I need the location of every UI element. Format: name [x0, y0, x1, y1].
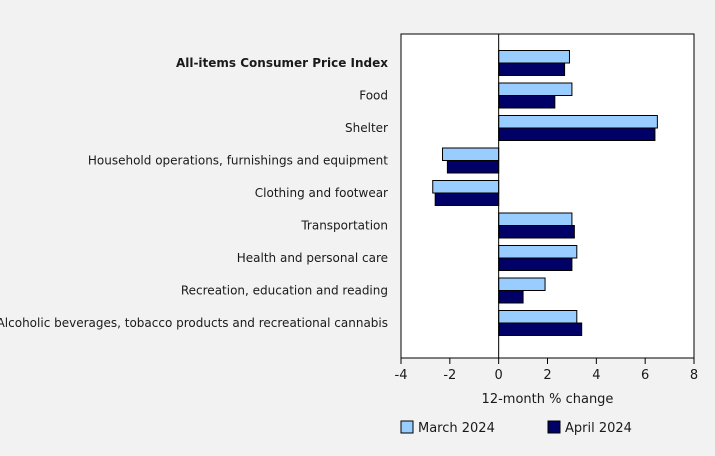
x-tick-label: -2	[443, 368, 456, 383]
x-tick-label: -4	[395, 368, 408, 383]
bar-march-2024-clothing-and-footwear	[432, 180, 500, 194]
x-tick-label: 6	[641, 368, 649, 383]
category-label: Health and personal care	[237, 251, 388, 265]
legend-label-april-2024: April 2024	[565, 421, 632, 436]
x-tick-label: 4	[592, 368, 600, 383]
bar-april-2024-clothing-and-footwear	[434, 192, 500, 206]
bar-march-2024-household-operations-furnishings-and-equipment	[442, 147, 500, 161]
x-tick-label: 2	[543, 368, 551, 383]
category-label: Food	[359, 89, 388, 103]
bar-april-2024-all-items-consumer-price-index	[498, 62, 566, 76]
bars-group	[432, 50, 658, 336]
x-tick-label: 0	[495, 368, 503, 383]
category-label: Clothing and footwear	[255, 186, 388, 200]
legend-label-march-2024: March 2024	[418, 421, 495, 436]
category-label: Shelter	[345, 121, 388, 135]
category-label: Household operations, furnishings and eq…	[88, 154, 388, 168]
bar-april-2024-recreation-education-and-reading	[498, 290, 524, 304]
bar-march-2024-recreation-education-and-reading	[498, 277, 546, 291]
bar-march-2024-shelter	[498, 115, 658, 129]
x-tick-label: 8	[690, 368, 698, 383]
legend-swatch-march-2024	[400, 420, 414, 434]
legend: March 2024 April 2024	[400, 420, 632, 436]
x-axis-title: 12-month % change	[482, 392, 614, 407]
category-label: Alcoholic beverages, tobacco products an…	[0, 316, 388, 330]
category-label: All-items Consumer Price Index	[176, 56, 388, 70]
bar-march-2024-health-and-personal-care	[498, 245, 578, 259]
bar-april-2024-transportation	[498, 225, 575, 239]
category-labels: All-items Consumer Price Index Food Shelte…	[0, 56, 388, 330]
bar-april-2024-household-operations-furnishings-and-equipment	[446, 160, 500, 174]
bar-march-2024-alcoholic-beverages-tobacco-products-and-recreational-cannabis	[498, 310, 578, 324]
bar-april-2024-alcoholic-beverages-tobacco-products-and-recreational-cannabis	[498, 322, 583, 336]
x-axis-ticks: -4 -2 0 2 4 6 8	[395, 358, 698, 383]
bar-march-2024-transportation	[498, 212, 573, 226]
legend-swatch-april-2024	[547, 420, 561, 434]
bar-april-2024-shelter	[498, 127, 656, 141]
bar-april-2024-health-and-personal-care	[498, 257, 573, 271]
category-label: Transportation	[300, 219, 388, 233]
bar-march-2024-all-items-consumer-price-index	[498, 50, 570, 64]
bar-april-2024-food	[498, 95, 556, 109]
bar-march-2024-food	[498, 82, 573, 96]
category-label: Recreation, education and reading	[181, 284, 388, 298]
